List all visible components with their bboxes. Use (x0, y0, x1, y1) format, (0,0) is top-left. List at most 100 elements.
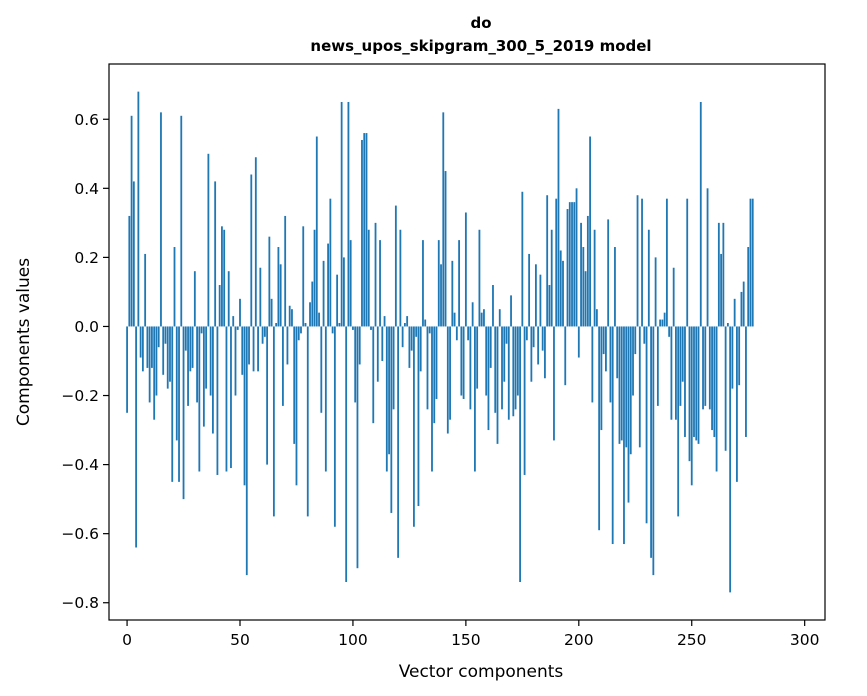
bar-71 (286, 326, 289, 365)
bar-251 (693, 326, 695, 437)
bar-169 (507, 326, 510, 420)
x-tick-label: 200 (564, 631, 594, 649)
bar-116 (388, 326, 390, 455)
bar-202 (582, 247, 585, 327)
bar-46 (230, 326, 232, 469)
bar-49 (236, 326, 239, 330)
bar-258 (708, 326, 711, 410)
x-tick-label: 300 (790, 631, 820, 649)
bar-274 (745, 326, 747, 437)
bar-246 (681, 326, 684, 382)
bar-39 (214, 181, 217, 327)
bar-108 (370, 326, 372, 330)
bar-266 (726, 323, 729, 327)
bar-226 (636, 195, 639, 327)
bar-23 (178, 326, 180, 482)
bar-12 (153, 326, 156, 420)
bar-199 (575, 188, 578, 327)
y-tick-label: −0.8 (61, 594, 99, 612)
bar-4 (135, 326, 138, 548)
bar-81 (309, 302, 311, 327)
bar-263 (720, 253, 723, 327)
bar-167 (503, 326, 506, 382)
bar-19 (169, 326, 171, 382)
bar-59 (259, 267, 262, 327)
bar-217 (616, 326, 619, 379)
bar-195 (566, 209, 569, 327)
bar-124 (406, 316, 409, 327)
y-axis: −0.8 −0.6 −0.4 −0.2 0.0 0.2 0.4 0.6 (61, 111, 109, 612)
bar-47 (232, 316, 235, 327)
bar-197 (571, 202, 573, 327)
bar-20 (171, 326, 174, 482)
bar-95 (340, 101, 343, 327)
bar-109 (372, 326, 375, 424)
bar-204 (586, 215, 589, 327)
bar-0 (126, 326, 128, 413)
bar-179 (530, 326, 533, 382)
bar-170 (510, 295, 512, 327)
bar-214 (609, 326, 612, 403)
bar-106 (365, 133, 368, 327)
bar-218 (618, 326, 621, 444)
bar-222 (627, 326, 630, 503)
bar-209 (598, 326, 601, 531)
bar-240 (668, 326, 671, 337)
bar-201 (580, 222, 582, 327)
bar-272 (740, 291, 743, 327)
x-tick-label: 50 (230, 631, 250, 649)
bar-163 (494, 326, 497, 413)
bar-101 (354, 326, 357, 403)
bar-277 (751, 198, 754, 327)
bar-192 (559, 250, 562, 327)
bar-228 (641, 198, 643, 327)
bar-37 (209, 326, 212, 396)
bar-93 (336, 274, 339, 327)
bar-243 (675, 326, 677, 420)
bar-234 (654, 257, 657, 327)
bar-225 (634, 326, 637, 355)
bar-182 (537, 326, 540, 365)
bar-11 (151, 326, 153, 368)
bar-185 (544, 326, 546, 379)
bar-57 (254, 157, 257, 327)
bar-1 (128, 215, 131, 327)
bar-77 (300, 326, 302, 334)
bar-158 (483, 309, 485, 327)
bar-74 (293, 326, 296, 444)
bar-237 (661, 319, 664, 327)
bar-191 (557, 108, 560, 327)
bar-261 (715, 326, 718, 472)
bar-113 (381, 326, 384, 361)
bar-140 (442, 112, 445, 327)
bar-271 (738, 326, 741, 386)
bar-189 (553, 326, 555, 441)
bar-150 (464, 212, 467, 327)
bar-220 (623, 326, 625, 545)
bar-203 (584, 271, 587, 327)
bar-135 (431, 326, 433, 472)
bar-257 (706, 188, 709, 327)
bar-58 (257, 326, 259, 372)
bar-90 (329, 198, 332, 327)
bar-27 (187, 326, 189, 406)
bar-25 (182, 326, 185, 500)
bar-54 (248, 326, 250, 365)
bar-260 (713, 326, 716, 437)
bar-24 (180, 115, 183, 327)
bar-120 (397, 326, 400, 558)
bar-210 (600, 326, 603, 431)
bar-213 (607, 219, 610, 327)
bar-147 (458, 240, 460, 327)
bar-255 (702, 326, 704, 410)
bar-127 (413, 326, 415, 527)
bar-28 (189, 326, 192, 372)
bar-187 (548, 285, 551, 327)
bar-79 (304, 323, 307, 327)
bar-253 (697, 326, 700, 444)
bar-52 (243, 326, 246, 486)
bar-18 (166, 326, 169, 389)
bar-112 (379, 240, 381, 327)
bar-82 (311, 281, 314, 327)
bar-40 (216, 326, 219, 475)
